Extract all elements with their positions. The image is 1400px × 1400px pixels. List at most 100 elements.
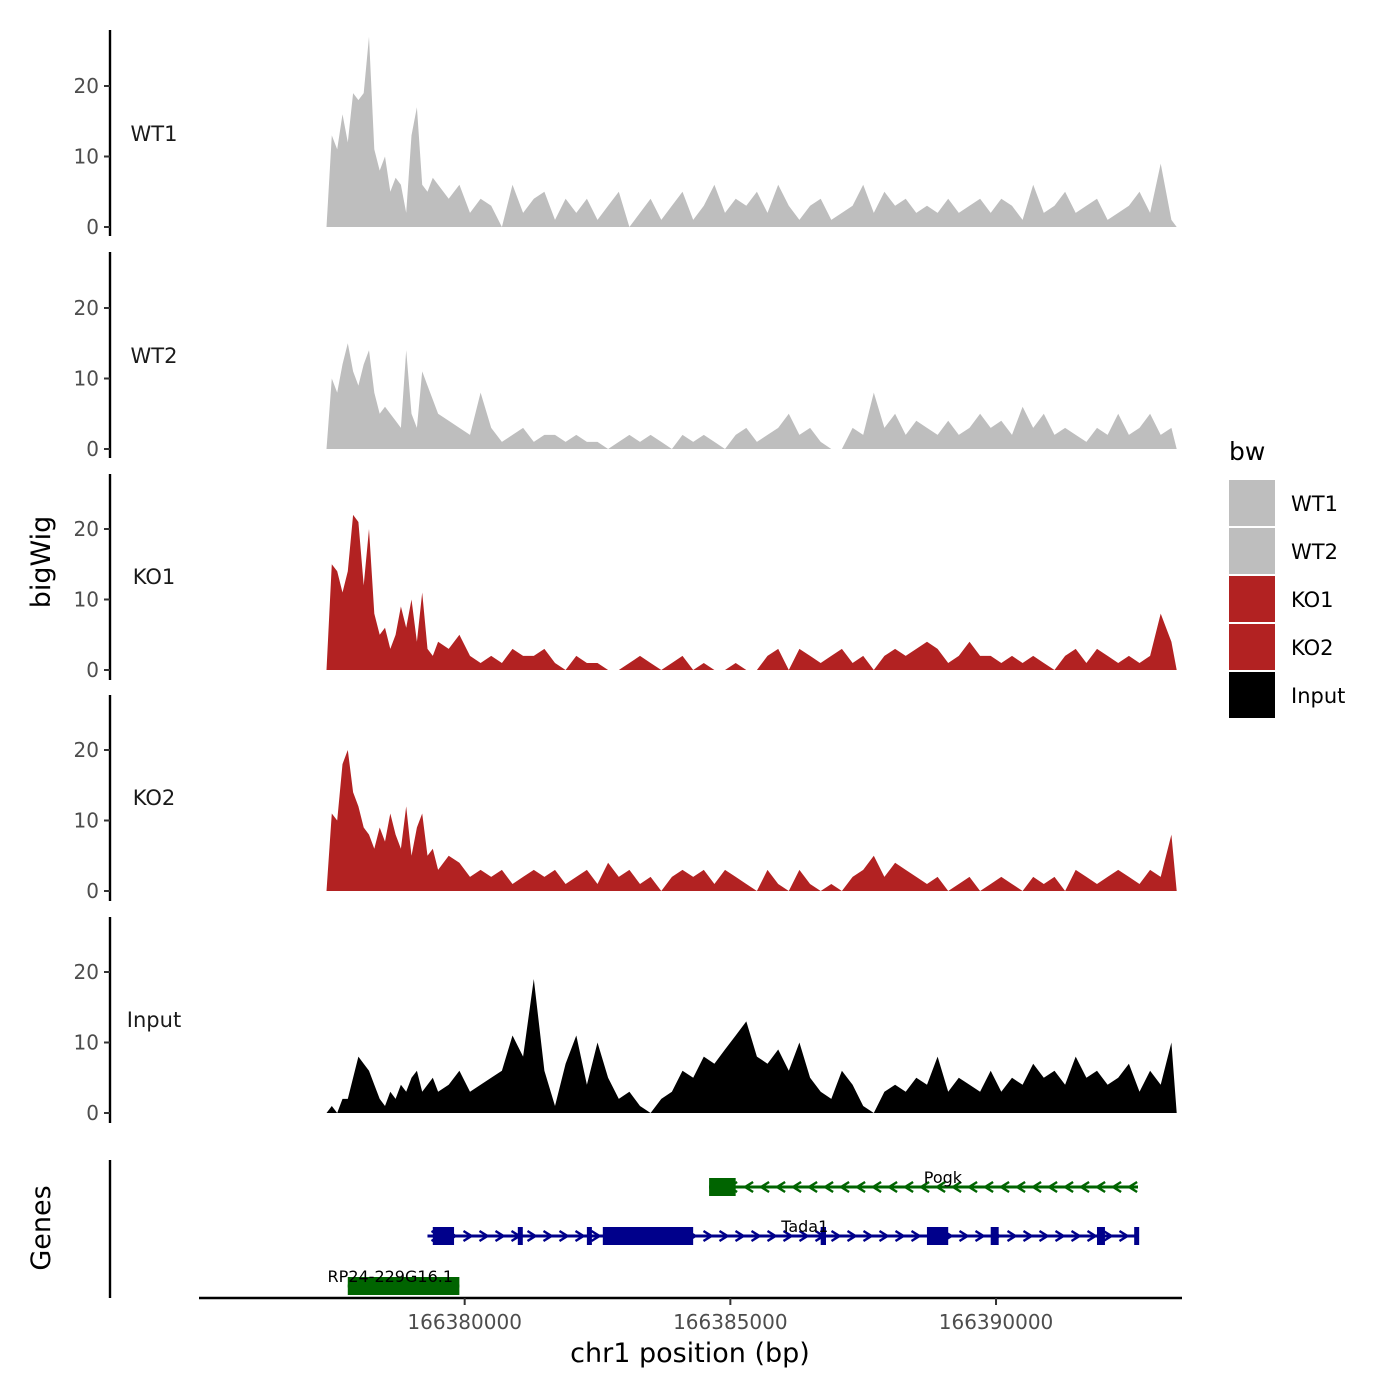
strand-chevron xyxy=(742,1180,754,1194)
y-tick-label: 20 xyxy=(74,960,99,984)
strand-chevron xyxy=(462,1229,474,1243)
area-wt1 xyxy=(326,36,1177,228)
track-label-input: Input xyxy=(127,1008,181,1032)
track-input: 0 10 20 Input xyxy=(74,917,1177,1125)
strand-chevron xyxy=(1038,1229,1050,1243)
y-tick-label: 10 xyxy=(74,588,99,612)
strand-chevron xyxy=(950,1180,962,1194)
legend-title: bw xyxy=(1229,437,1265,466)
x-tick-label: 166390000 xyxy=(939,1310,1054,1334)
strand-chevron xyxy=(526,1229,538,1243)
exon xyxy=(586,1227,592,1245)
x-tick-label: 166380000 xyxy=(407,1310,522,1334)
y-tick-label: 10 xyxy=(74,1031,99,1055)
y-axis-title: bigWig xyxy=(26,516,57,609)
strand-chevron xyxy=(806,1180,818,1194)
exon xyxy=(517,1227,523,1245)
legend-label-wt2: WT2 xyxy=(1291,540,1338,564)
strand-chevron xyxy=(1118,1229,1130,1243)
exon xyxy=(1096,1227,1105,1245)
strand-chevron xyxy=(702,1229,714,1243)
strand-chevron xyxy=(822,1180,834,1194)
strand-chevron xyxy=(846,1229,858,1243)
x-tick-label: 166385000 xyxy=(673,1310,788,1334)
track-label-wt2: WT2 xyxy=(131,344,178,368)
strand-chevron xyxy=(574,1229,586,1243)
gene-label-pogk: Pogk xyxy=(924,1168,963,1187)
strand-chevron xyxy=(998,1180,1010,1194)
gene-tada1: Tada1 xyxy=(427,1217,1140,1245)
legend-label-wt1: WT1 xyxy=(1291,492,1338,516)
y-tick-label: 20 xyxy=(74,738,99,762)
strand-chevron xyxy=(1078,1180,1090,1194)
gene-label-tada1: Tada1 xyxy=(780,1217,828,1236)
legend-swatch-wt2 xyxy=(1229,528,1275,574)
y-tick-label: 10 xyxy=(74,145,99,169)
strand-chevron xyxy=(1030,1180,1042,1194)
strand-chevron xyxy=(1102,1229,1114,1243)
y-tick-label: 0 xyxy=(86,1101,99,1125)
strand-chevron xyxy=(838,1180,850,1194)
track-ko2: 0 10 20 KO2 xyxy=(74,695,1177,903)
y-tick-label: 0 xyxy=(86,879,99,903)
y-tick-label: 0 xyxy=(86,437,99,461)
legend-label-ko2: KO2 xyxy=(1291,636,1334,660)
strand-chevron xyxy=(854,1180,866,1194)
strand-chevron xyxy=(798,1229,810,1243)
legend-swatch-ko1 xyxy=(1229,576,1275,622)
track-wt2: 0 10 20 WT2 xyxy=(74,252,1177,461)
area-wt2 xyxy=(326,343,1177,449)
strand-chevron xyxy=(1126,1180,1138,1194)
strand-chevron xyxy=(894,1229,906,1243)
exon xyxy=(709,1178,736,1196)
strand-chevron xyxy=(1054,1229,1066,1243)
strand-chevron xyxy=(1094,1180,1106,1194)
area-ko1 xyxy=(326,514,1177,670)
track-label-wt1: WT1 xyxy=(131,122,178,146)
strand-chevron xyxy=(958,1229,970,1243)
strand-chevron xyxy=(886,1180,898,1194)
strand-chevron xyxy=(974,1229,986,1243)
strand-chevron xyxy=(830,1229,842,1243)
strand-chevron xyxy=(966,1180,978,1194)
y-tick-label: 10 xyxy=(74,367,99,391)
strand-chevron xyxy=(1062,1180,1074,1194)
strand-chevron xyxy=(934,1180,946,1194)
strand-chevron xyxy=(1014,1180,1026,1194)
x-axis-title: chr1 position (bp) xyxy=(570,1338,810,1369)
strand-chevron xyxy=(478,1229,490,1243)
y-tick-label: 20 xyxy=(74,296,99,320)
strand-chevron xyxy=(590,1229,602,1243)
y-tick-label: 10 xyxy=(74,809,99,833)
gene-rp24-229g16-1: RP24-229G16.1 xyxy=(328,1267,460,1295)
strand-chevron xyxy=(558,1229,570,1243)
strand-chevron xyxy=(1070,1229,1082,1243)
strand-chevron xyxy=(734,1229,746,1243)
legend-swatch-input xyxy=(1229,672,1275,718)
strand-chevron xyxy=(782,1229,794,1243)
strand-chevron xyxy=(870,1180,882,1194)
exon xyxy=(820,1227,826,1245)
track-panels: 0 10 20 WT1 0 10 20 WT2 0 10 20 KO1 0 10 20 KO2 0 10 20 Inp… xyxy=(74,30,1177,1125)
gene-label-rp24-229g16-1: RP24-229G16.1 xyxy=(328,1267,453,1286)
exon xyxy=(990,1227,999,1245)
exon xyxy=(926,1227,949,1245)
exon xyxy=(1134,1227,1140,1245)
strand-chevron xyxy=(862,1229,874,1243)
legend: bw WT1 WT2 KO1 KO2 Input xyxy=(1229,437,1345,718)
strand-chevron xyxy=(902,1180,914,1194)
strand-chevron xyxy=(1086,1229,1098,1243)
y-tick-label: 20 xyxy=(74,517,99,541)
strand-chevron xyxy=(758,1180,770,1194)
x-axis: 166380000 166385000 166390000 xyxy=(199,1296,1182,1334)
y-tick-label: 0 xyxy=(86,215,99,239)
y-tick-label: 0 xyxy=(86,658,99,682)
strand-chevron xyxy=(750,1229,762,1243)
legend-swatch-ko2 xyxy=(1229,624,1275,670)
strand-chevron xyxy=(982,1180,994,1194)
exon xyxy=(347,1277,460,1295)
strand-chevron xyxy=(918,1180,930,1194)
track-ko1: 0 10 20 KO1 xyxy=(74,474,1177,682)
track-label-ko1: KO1 xyxy=(133,565,176,589)
